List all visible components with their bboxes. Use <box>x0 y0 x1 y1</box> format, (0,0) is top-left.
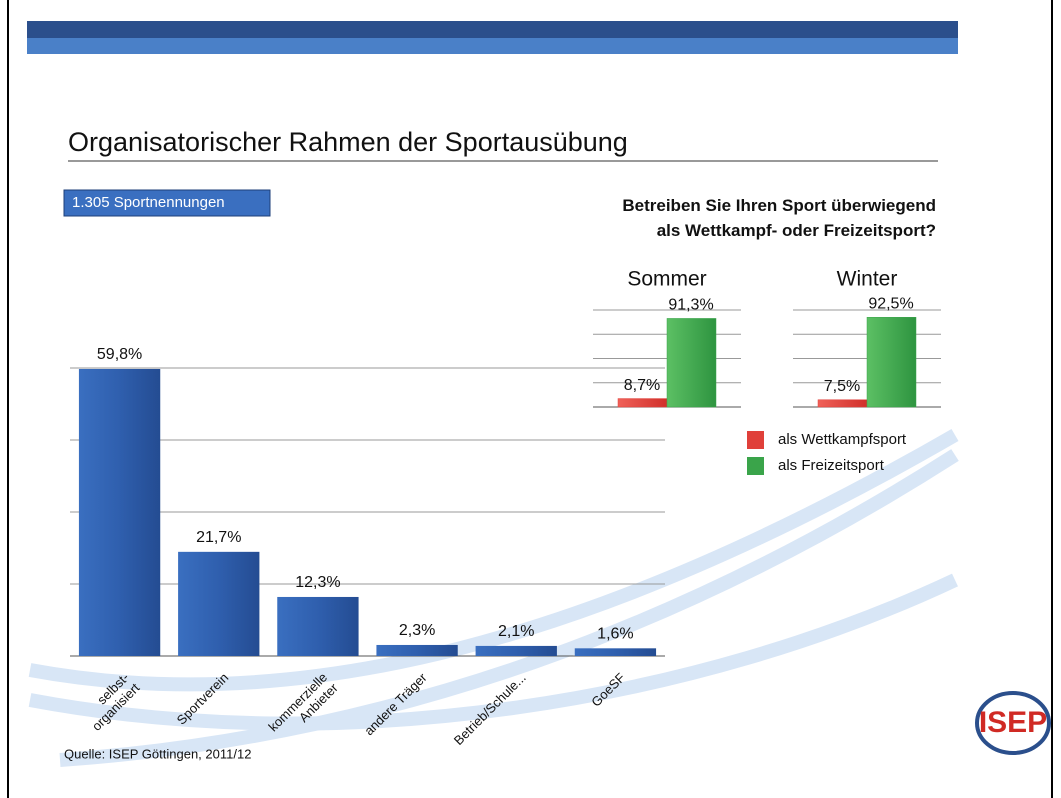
legend-label: als Freizeitsport <box>778 457 885 474</box>
value-label: 59,8% <box>97 346 142 363</box>
bar <box>79 369 160 656</box>
legend-label: als Wettkampfsport <box>778 431 907 448</box>
logo: ISEP <box>979 706 1047 739</box>
slide: Organisatorischer Rahmen der Sportausübu… <box>0 0 1061 798</box>
panel-title: Winter <box>837 268 898 291</box>
panel-title: Sommer <box>627 268 706 291</box>
header-bar <box>27 38 958 54</box>
value-label: 7,5% <box>824 378 860 395</box>
value-label: 21,7% <box>196 529 241 546</box>
bar <box>618 399 667 407</box>
slide-title: Organisatorischer Rahmen der Sportausübu… <box>68 127 628 157</box>
header-bar <box>27 21 958 38</box>
bar <box>476 646 557 656</box>
source: Quelle: ISEP Göttingen, 2011/12 <box>64 746 251 761</box>
legend-swatch <box>747 457 764 475</box>
value-label: 2,1% <box>498 623 534 640</box>
bar <box>277 597 358 656</box>
value-label: 2,3% <box>399 622 435 639</box>
legend-swatch <box>747 431 764 449</box>
bar <box>867 317 916 407</box>
bar <box>376 645 457 656</box>
value-label: 92,5% <box>868 295 913 312</box>
bar <box>575 648 656 656</box>
value-label: 8,7% <box>624 377 660 394</box>
bar <box>667 318 716 407</box>
bar <box>178 552 259 656</box>
value-label: 1,6% <box>597 626 633 643</box>
bar <box>818 400 867 407</box>
value-label: 12,3% <box>295 574 340 591</box>
badge-text: 1.305 Sportnennungen <box>72 194 225 211</box>
value-label: 91,3% <box>668 297 713 314</box>
